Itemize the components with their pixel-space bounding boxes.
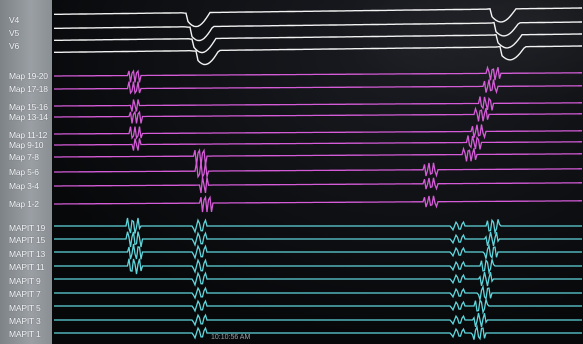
channel-label-map-9-10[interactable]: Map 9-10	[9, 140, 44, 150]
channel-label-map-1-2[interactable]: Map 1-2	[9, 199, 39, 209]
mapit-catheter-trace	[54, 271, 582, 287]
channel-label-map-7-8[interactable]: Map 7-8	[9, 152, 39, 162]
channel-label-map-15-16[interactable]: Map 15-16	[9, 102, 48, 112]
channel-label-map-3-4[interactable]: Map 3-4	[9, 181, 39, 191]
channel-label-mapit-7[interactable]: MAPIT 7	[9, 289, 41, 299]
channel-label-map-11-12[interactable]: Map 11-12	[9, 130, 48, 140]
channel-label-mapit-15[interactable]: MAPIT 15	[9, 235, 46, 245]
map-catheter-trace	[54, 96, 582, 112]
channel-label-v5[interactable]: V5	[9, 28, 19, 38]
mapit-catheter-trace	[54, 284, 582, 301]
channel-label-mapit-5[interactable]: MAPIT 5	[9, 303, 41, 313]
mapit-catheter-trace	[54, 217, 582, 235]
mapit-catheter-trace	[54, 231, 582, 248]
mapit-catheter-trace	[54, 258, 582, 275]
surface-ecg-trace	[54, 45, 582, 66]
channel-label-mapit-19[interactable]: MAPIT 19	[9, 223, 46, 233]
map-catheter-trace	[54, 106, 582, 124]
map-catheter-trace	[54, 195, 582, 213]
channel-label-mapit-1[interactable]: MAPIT 1	[9, 329, 41, 339]
map-catheter-trace	[54, 162, 582, 180]
surface-ecg-trace	[54, 7, 582, 28]
channel-label-panel: V4 V5 V6 Map 19-20 Map 17-18 Map 15-16 M…	[0, 0, 52, 344]
mapit-catheter-trace	[54, 298, 582, 315]
channel-label-v4[interactable]: V4	[9, 15, 19, 25]
mapit-catheter-trace	[54, 243, 582, 260]
channel-label-v6[interactable]: V6	[9, 41, 19, 51]
map-catheter-trace	[54, 135, 582, 151]
channel-label-map-17-18[interactable]: Map 17-18	[9, 84, 48, 94]
channel-label-map-13-14[interactable]: Map 13-14	[9, 112, 48, 122]
channel-label-map-5-6[interactable]: Map 5-6	[9, 167, 39, 177]
map-catheter-trace	[54, 146, 582, 166]
map-catheter-trace	[54, 65, 582, 83]
mapit-catheter-trace	[54, 312, 582, 328]
surface-ecg-trace	[54, 21, 582, 42]
channel-label-mapit-13[interactable]: MAPIT 13	[9, 249, 46, 259]
map-catheter-trace	[54, 177, 582, 194]
channel-label-mapit-9[interactable]: MAPIT 9	[9, 276, 41, 286]
map-catheter-trace	[54, 79, 582, 95]
channel-label-map-19-20[interactable]: Map 19-20	[9, 71, 48, 81]
surface-ecg-trace	[54, 33, 582, 54]
recording-timestamp: 10:10:56 AM	[211, 334, 251, 341]
channel-label-mapit-3[interactable]: MAPIT 3	[9, 316, 41, 326]
channel-label-mapit-11[interactable]: MAPIT 11	[9, 262, 45, 272]
mapit-catheter-trace	[54, 324, 582, 341]
map-catheter-trace	[54, 124, 582, 140]
